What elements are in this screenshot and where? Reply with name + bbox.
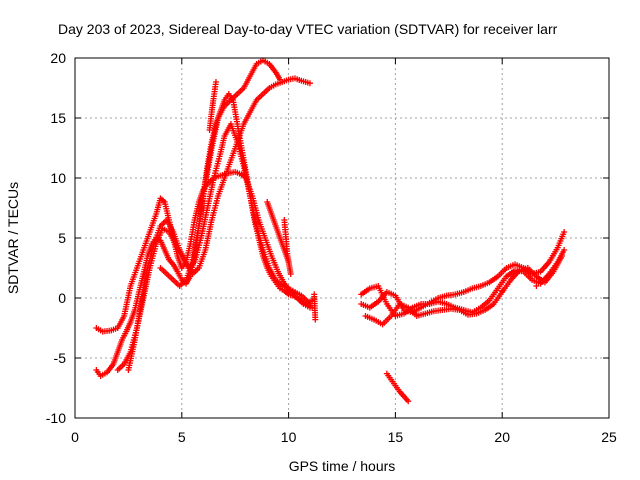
data-point (277, 76, 284, 83)
chart-data-marks (93, 57, 568, 405)
data-point (312, 316, 319, 323)
x-tick-label: 20 (494, 429, 510, 445)
y-tick-label: -5 (54, 350, 67, 366)
y-tick-label: 5 (58, 230, 66, 246)
y-axis-label: SDTVAR / TECUs (5, 182, 21, 294)
series-arc-g (264, 199, 292, 265)
chart-ticks: 0 5 10 15 20 25 -10 -5 0 5 10 15 20 (46, 50, 617, 445)
data-point (561, 247, 568, 253)
x-tick-label: 15 (388, 429, 404, 445)
chart-gridlines (75, 58, 609, 418)
x-tick-label: 10 (281, 429, 297, 445)
x-tick-label: 0 (71, 429, 79, 445)
series-arc-n (499, 283, 540, 294)
x-tick-label: 5 (178, 429, 186, 445)
data-point (287, 271, 294, 277)
series-arc-m (383, 370, 412, 405)
series-arc-f (206, 79, 219, 133)
data-point (306, 80, 313, 87)
y-tick-label: 0 (58, 290, 66, 306)
y-tick-label: -10 (46, 410, 66, 426)
y-tick-label: 10 (50, 170, 66, 186)
data-point (561, 229, 568, 235)
data-point (533, 283, 540, 289)
series-arc-l (362, 253, 566, 328)
series-arc-h (281, 217, 294, 277)
data-point (559, 253, 566, 259)
series-arc-d (125, 75, 313, 373)
data-point (212, 79, 219, 85)
series-arc-i (311, 291, 319, 323)
data-point (499, 287, 506, 294)
x-axis-label: GPS time / hours (289, 458, 396, 474)
series-arc-j (358, 229, 568, 316)
chart-title: Day 203 of 2023, Sidereal Day-to-day VTE… (58, 21, 558, 37)
data-point (405, 398, 412, 405)
y-tick-label: 20 (50, 50, 66, 66)
y-tick-label: 15 (50, 110, 66, 126)
x-tick-label: 25 (601, 429, 617, 445)
series-arc-e (157, 57, 284, 289)
plot-frame (74, 57, 610, 419)
